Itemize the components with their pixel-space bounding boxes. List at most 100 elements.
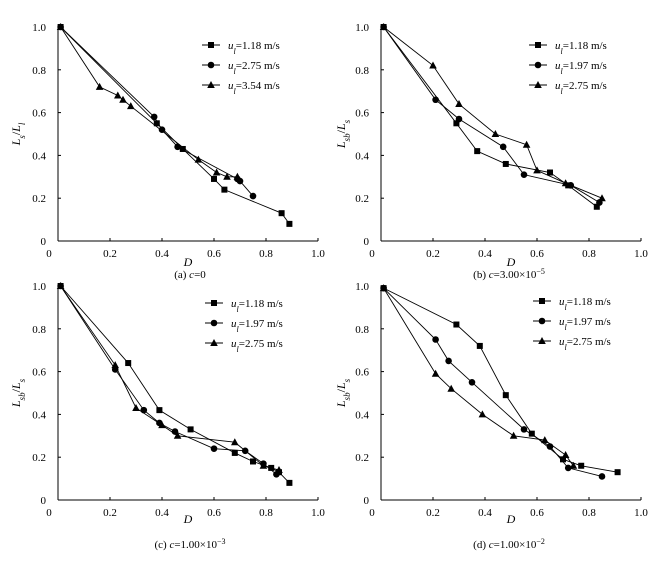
- series-line: [383, 287, 603, 477]
- square-marker: [221, 186, 228, 193]
- text-run: −5: [536, 267, 545, 276]
- triangle-marker: [127, 102, 135, 110]
- y-tick-label: 1.0: [355, 22, 369, 34]
- text-run: u: [231, 318, 237, 330]
- square-marker: [502, 392, 509, 399]
- legend: ul=1.18 m/sul=1.97 m/sul=2.75 m/s: [533, 296, 611, 352]
- square-marker: [474, 148, 481, 155]
- text-run: l: [237, 325, 240, 334]
- y-tick-label: 1.0: [32, 22, 46, 34]
- text-run: /: [9, 388, 23, 392]
- x-tick-label: 1.0: [311, 248, 325, 260]
- text-run: l: [237, 345, 240, 354]
- circle-marker: [249, 192, 257, 200]
- circle-marker: [432, 336, 439, 343]
- x-tick-label: 0.8: [582, 248, 596, 260]
- triangle-marker: [598, 194, 606, 202]
- circle-marker: [158, 126, 166, 134]
- text-run: =3.54 m/s: [236, 80, 280, 92]
- text-run: /: [334, 129, 348, 133]
- text-run: /: [334, 388, 348, 392]
- text-run: c: [489, 539, 494, 551]
- series-line: [60, 26, 238, 178]
- triangle-marker: [509, 431, 518, 439]
- triangle-marker: [569, 461, 578, 469]
- x-axis-label: D: [183, 512, 193, 526]
- x-tick-label: 0.4: [155, 248, 169, 260]
- text-run: (a): [174, 269, 189, 281]
- series-line: [60, 285, 280, 471]
- square-marker: [547, 169, 553, 176]
- circle-marker: [445, 357, 452, 365]
- y-tick-label: 0.6: [32, 108, 46, 120]
- series-3: [56, 282, 283, 474]
- x-tick-label: 0.6: [530, 248, 544, 260]
- text-run: l: [561, 87, 564, 96]
- triangle-marker: [210, 339, 218, 346]
- x-tick-label: 0.4: [478, 248, 492, 260]
- y-tick-label: 0.6: [32, 367, 46, 379]
- text-run: u: [555, 60, 561, 72]
- square-marker: [286, 479, 293, 486]
- y-tick-label: 0: [41, 495, 47, 507]
- text-run: s: [17, 135, 27, 139]
- square-marker: [208, 42, 214, 48]
- square-marker: [593, 203, 600, 210]
- text-run: sb: [342, 133, 352, 142]
- x-tick-label: 0: [46, 248, 52, 260]
- triangle-marker: [233, 172, 242, 180]
- square-marker: [125, 360, 132, 367]
- triangle-marker: [259, 461, 268, 469]
- circle-marker: [210, 319, 218, 327]
- square-marker: [502, 160, 509, 167]
- y-tick-label: 0.4: [355, 409, 369, 421]
- circle-marker: [174, 143, 181, 151]
- square-marker: [560, 456, 566, 463]
- legend-entry: ul=1.18 m/s: [228, 40, 280, 56]
- circle-marker: [534, 61, 542, 69]
- text-run: 10: [525, 269, 537, 281]
- square-marker: [156, 407, 163, 414]
- triangle-marker: [561, 179, 570, 187]
- x-tick-label: 0.6: [207, 248, 221, 260]
- x-tick-label: 0.2: [103, 248, 117, 260]
- triangle-marker: [478, 410, 487, 418]
- text-run: u: [228, 60, 234, 72]
- circle-marker: [432, 96, 439, 104]
- legend: ul=1.18 m/sul=1.97 m/sul=2.75 m/s: [205, 298, 283, 354]
- series-line: [60, 26, 254, 197]
- legend-entry: ul=2.75 m/s: [559, 336, 611, 352]
- square-marker: [231, 449, 238, 456]
- y-tick-label: 0.4: [32, 409, 46, 421]
- triangle-marker: [231, 438, 239, 446]
- triangle-marker: [95, 82, 104, 90]
- text-run: =1.18 m/s: [236, 40, 280, 52]
- triangle-marker: [223, 172, 231, 180]
- y-tick-label: 0.2: [32, 452, 46, 464]
- text-run: L: [334, 400, 348, 408]
- circle-marker: [520, 426, 528, 433]
- square-marker: [453, 321, 460, 328]
- text-run: −2: [536, 537, 545, 546]
- text-run: l: [561, 47, 564, 56]
- triangle-marker: [541, 436, 549, 444]
- text-run: =2.75 m/s: [236, 60, 280, 72]
- text-run: l: [17, 122, 27, 125]
- panel-caption: (c) c=1.00×10−3: [154, 537, 225, 552]
- triangle-marker: [379, 23, 388, 30]
- text-run: sb: [17, 392, 27, 401]
- text-run: =1.18 m/s: [563, 40, 607, 52]
- series-line: [60, 285, 290, 484]
- text-run: =3.00×: [494, 269, 526, 281]
- square-marker: [211, 175, 217, 182]
- series-line: [383, 26, 600, 203]
- text-run: L: [9, 400, 23, 408]
- text-run: 10: [525, 539, 537, 551]
- text-run: l: [565, 303, 568, 312]
- x-tick-label: 0.6: [207, 507, 221, 519]
- text-run: sb: [342, 392, 352, 401]
- text-run: u: [559, 336, 565, 348]
- circle-marker: [564, 464, 572, 472]
- y-tick-label: 1.0: [355, 281, 369, 293]
